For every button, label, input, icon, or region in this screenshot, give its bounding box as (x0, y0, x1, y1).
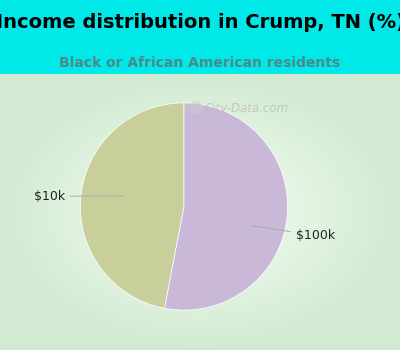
Text: $100k: $100k (251, 225, 335, 242)
Wedge shape (80, 103, 184, 308)
Text: $10k: $10k (34, 190, 124, 203)
Text: Income distribution in Crump, TN (%): Income distribution in Crump, TN (%) (0, 13, 400, 32)
Text: City-Data.com: City-Data.com (205, 102, 289, 114)
Wedge shape (164, 103, 288, 310)
Text: Black or African American residents: Black or African American residents (60, 56, 340, 70)
